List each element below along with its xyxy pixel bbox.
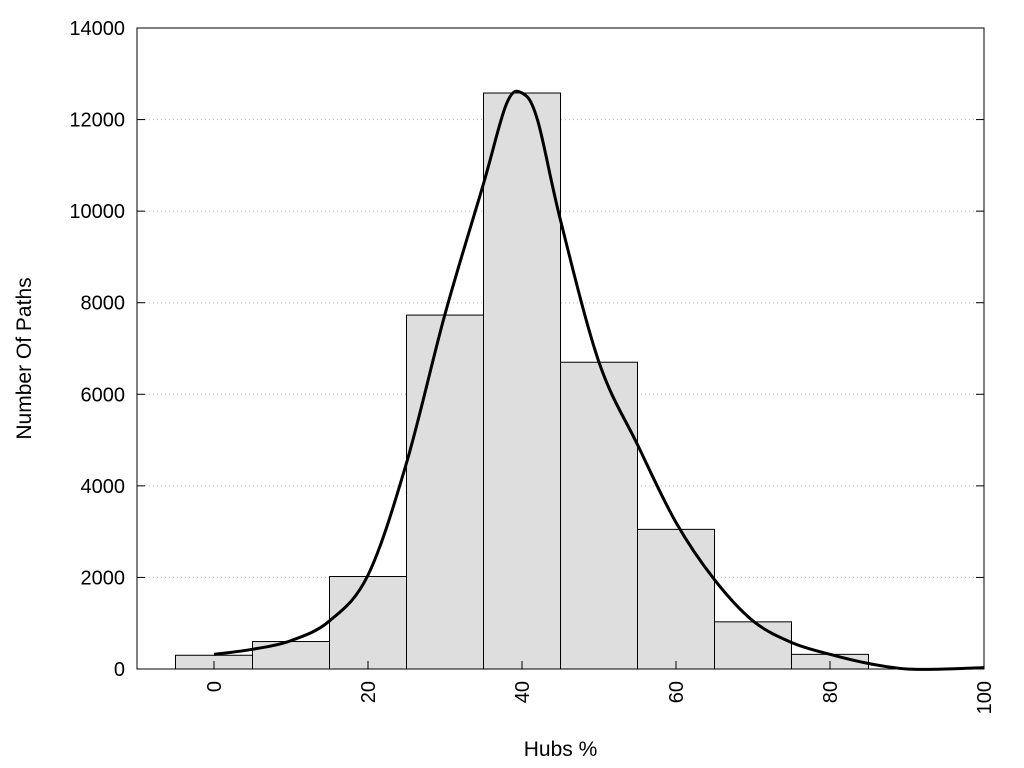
plot-frame: [136, 27, 985, 670]
histogram-bar: [483, 92, 561, 670]
y-axis-title: Number Of Paths: [13, 277, 36, 439]
x-tick-label: 20: [358, 681, 380, 703]
histogram-bar: [329, 576, 407, 670]
x-tick-label: 80: [820, 681, 842, 703]
x-tick-label: 60: [666, 681, 688, 703]
histogram-bar: [714, 621, 792, 670]
density-curve: [213, 89, 985, 671]
x-tick-label: 0: [204, 681, 226, 692]
density-curve-line: [213, 89, 985, 671]
histogram-bar: [637, 528, 715, 670]
y-tick-label: 6000: [81, 384, 126, 406]
x-tick-label: 100: [974, 681, 996, 714]
y-tick-label: 0: [114, 659, 125, 681]
x-tick-label: 40: [512, 681, 534, 703]
y-tick-label: 2000: [81, 567, 126, 589]
y-tick-label: 12000: [69, 110, 125, 132]
y-tick-label: 4000: [81, 476, 126, 498]
histogram-bar: [406, 314, 484, 670]
histogram-bar: [252, 641, 330, 670]
axis-ticks: 0 2000 4000 6000 8000 10000 12000 14000 0 20 40 60 8…: [69, 18, 996, 714]
histogram-bar: [560, 361, 638, 670]
y-tick-label: 10000: [69, 201, 125, 223]
x-axis-title: Hubs %: [524, 738, 598, 761]
y-tick-label: 14000: [69, 18, 125, 40]
y-tick-label: 8000: [81, 293, 126, 315]
histogram-bars: [175, 92, 869, 670]
